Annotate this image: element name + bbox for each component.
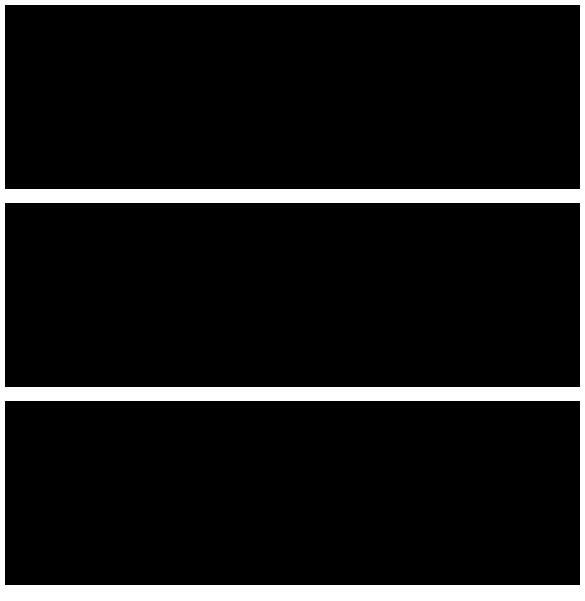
- figure-container: [0, 0, 585, 601]
- panel-0: [5, 5, 580, 189]
- panel-2: [5, 401, 580, 585]
- panel-1: [5, 203, 580, 387]
